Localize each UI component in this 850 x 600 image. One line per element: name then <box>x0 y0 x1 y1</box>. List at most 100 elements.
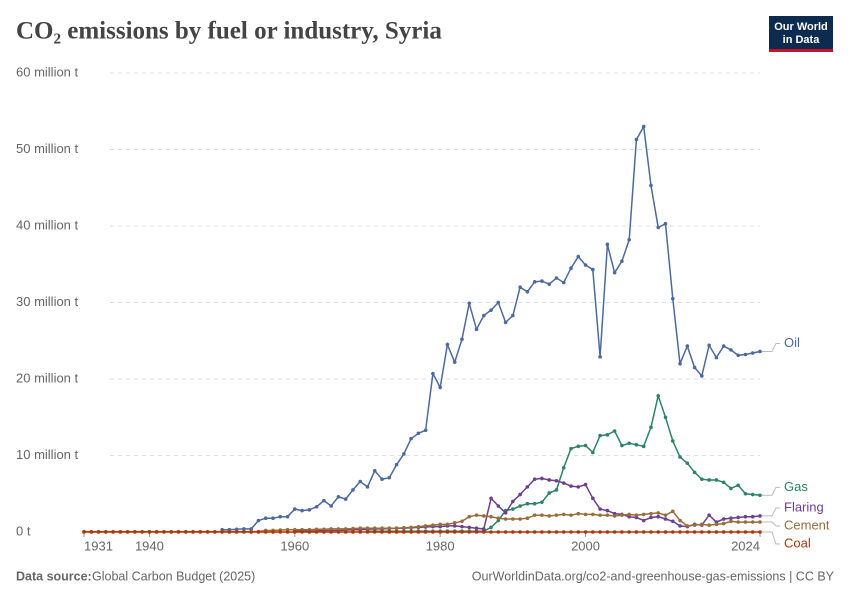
data-point <box>591 496 595 501</box>
y-tick-label: 50 million t <box>16 141 79 156</box>
data-point <box>525 485 530 489</box>
data-point <box>598 355 602 359</box>
data-point <box>605 530 610 534</box>
series-label: Coal <box>784 535 811 550</box>
data-point <box>474 526 479 530</box>
data-point <box>518 285 522 290</box>
data-point <box>591 450 595 455</box>
data-point <box>729 348 733 352</box>
data-point <box>714 522 719 527</box>
series-line <box>222 124 761 531</box>
data-point <box>729 530 733 534</box>
data-point <box>714 355 719 360</box>
data-point <box>402 525 406 530</box>
data-point <box>365 485 370 489</box>
data-point <box>743 352 748 357</box>
data-point <box>474 327 479 332</box>
data-point <box>561 512 566 517</box>
data-point <box>525 516 530 521</box>
data-point <box>656 225 661 230</box>
data-point <box>634 530 639 534</box>
data-point <box>729 519 733 524</box>
data-point <box>692 365 697 370</box>
data-point <box>634 137 639 142</box>
x-tick-label: 1940 <box>135 538 164 553</box>
data-point <box>576 530 581 534</box>
data-point <box>620 513 624 517</box>
data-point <box>576 511 581 516</box>
data-point <box>736 520 740 524</box>
data-point <box>358 479 363 484</box>
data-point <box>322 530 326 534</box>
data-point <box>569 513 573 517</box>
data-point <box>591 512 595 517</box>
data-point <box>532 477 537 482</box>
data-point <box>583 443 588 448</box>
data-point <box>263 516 268 521</box>
data-point <box>416 431 421 436</box>
data-point <box>620 530 624 534</box>
data-point <box>256 518 261 523</box>
data-point <box>220 530 224 534</box>
data-point <box>685 524 690 528</box>
series-line <box>367 393 761 532</box>
data-point <box>721 480 726 485</box>
data-point <box>518 517 522 521</box>
series-label: Cement <box>784 517 830 532</box>
data-point <box>605 242 610 247</box>
y-tick-label: 0 t <box>16 523 31 538</box>
data-point <box>409 530 413 534</box>
data-point <box>409 525 413 530</box>
data-point <box>714 530 719 534</box>
logo-text: Our World <box>774 21 828 33</box>
data-point <box>387 475 392 480</box>
data-point <box>554 478 559 483</box>
chart-title: CO₂ emissions by fuel or industry, Syria <box>16 18 442 45</box>
data-point <box>445 522 450 527</box>
data-point <box>518 504 522 508</box>
data-point <box>540 500 544 504</box>
data-point <box>460 524 464 529</box>
data-point <box>569 266 573 270</box>
data-point <box>547 282 552 286</box>
data-point <box>649 511 653 516</box>
data-point <box>118 530 123 534</box>
data-point <box>511 507 515 511</box>
data-point <box>532 280 537 284</box>
data-point <box>700 477 704 482</box>
data-point <box>700 530 704 534</box>
data-point <box>743 520 748 524</box>
data-point <box>133 530 137 534</box>
data-point <box>707 343 711 348</box>
data-point <box>649 425 653 429</box>
data-point <box>242 527 246 531</box>
data-point <box>605 513 610 517</box>
data-point <box>620 259 624 263</box>
data-point <box>278 514 283 519</box>
data-point <box>612 270 617 275</box>
data-point <box>678 518 682 523</box>
x-tick-label: 2024 <box>731 538 760 553</box>
data-point <box>576 254 581 259</box>
data-point <box>663 517 668 521</box>
data-point <box>256 530 261 534</box>
data-point <box>423 524 428 528</box>
data-point <box>452 530 457 534</box>
source-url: OurWorldinData.org/co2-and-greenhouse-ga… <box>472 569 835 583</box>
data-point <box>518 492 522 497</box>
data-point <box>249 530 253 534</box>
data-point <box>569 446 573 451</box>
data-point <box>438 385 442 390</box>
data-point <box>314 530 319 534</box>
data-point <box>627 512 631 517</box>
data-point <box>481 514 486 518</box>
data-point <box>96 530 101 534</box>
data-point <box>561 481 566 485</box>
data-point <box>554 276 559 280</box>
data-point <box>743 491 748 496</box>
data-point <box>750 492 755 497</box>
data-point <box>525 530 530 534</box>
data-point <box>692 530 697 534</box>
data-point <box>656 511 661 515</box>
data-point <box>322 498 326 503</box>
